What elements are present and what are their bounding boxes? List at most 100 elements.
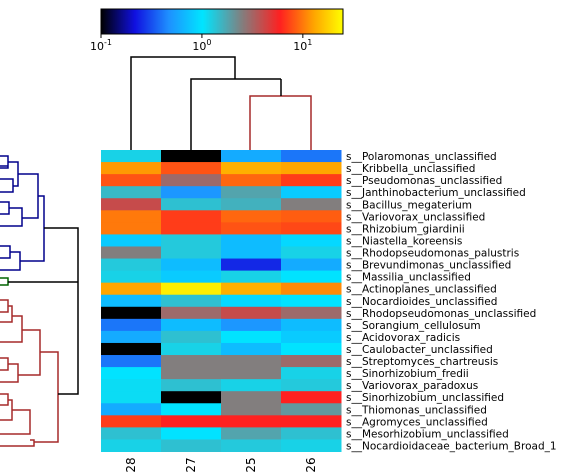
heatmap-cell (101, 391, 162, 404)
heatmap-cell (221, 415, 282, 428)
row-label: s__Sinorhizobium_unclassified (346, 392, 504, 404)
heatmap-cell (221, 427, 282, 440)
heatmap-cell (101, 342, 162, 356)
heatmap-cell (221, 355, 282, 368)
heatmap-cell (161, 258, 222, 272)
heatmap-cell (161, 306, 222, 320)
heatmap-cell (221, 318, 282, 332)
heatmap-cell (161, 391, 222, 404)
heatmap-cell (281, 427, 342, 440)
heatmap-cell (281, 355, 342, 368)
heatmap-cell (101, 403, 162, 416)
colorbar-ticks: 10-1 100 101 (90, 34, 312, 53)
heatmap-cell (281, 150, 342, 163)
row-label: s__Agromyces_unclassified (346, 416, 488, 428)
row-label: s__Niastella_koreensis (346, 235, 462, 247)
heatmap-cell (161, 355, 222, 368)
row-label: s__Acidovorax_radicis (346, 332, 460, 344)
row-label: s__Mesorhizobium_unclassified (346, 428, 509, 440)
heatmap-cell (281, 258, 342, 272)
heatmap-cell (281, 270, 342, 284)
heatmap-cell (161, 427, 222, 440)
heatmap-cell (281, 198, 342, 211)
row-label: s__Pseudomonas_unclassified (346, 175, 502, 187)
row-label: s__Rhodopseudomonas_palustris (346, 248, 519, 260)
heatmap-cell (161, 174, 222, 187)
heatmap-cell (101, 318, 162, 332)
heatmap-cell (221, 439, 282, 452)
column-label: 26 (304, 457, 318, 472)
heatmap-cell (281, 174, 342, 187)
heatmap-cell (281, 403, 342, 416)
row-label: s__Polaromonas_unclassified (346, 151, 497, 163)
row-label: s__Bacillus_megaterium (346, 199, 472, 211)
heatmap-cell (221, 222, 282, 235)
heatmap-cell (281, 391, 342, 404)
heatmap-cell (101, 439, 162, 452)
heatmap-cell (281, 162, 342, 175)
row-label: s__Kribbella_unclassified (346, 163, 475, 175)
heatmap-cell (161, 246, 222, 260)
heatmap-cell (161, 198, 222, 211)
row-dendro-blue (0, 155, 45, 271)
col-dendro-link-mid (190, 78, 281, 150)
row-label: s__Rhizobium_giardinii (346, 223, 465, 235)
row-label: s__Variovorax_unclassified (346, 211, 485, 223)
heatmap-cell (161, 210, 222, 223)
heatmap-cell (221, 234, 282, 247)
row-dendro-brown (0, 299, 59, 447)
heatmap-cell (161, 186, 222, 199)
heatmap-cell (221, 282, 282, 296)
column-dendrogram (130, 56, 312, 150)
heatmap-cell (221, 403, 282, 416)
heatmap-cell (101, 258, 162, 272)
colorbar: 10-1 100 101 (90, 8, 344, 53)
row-label: s__Rhodopseudomonas_unclassified (346, 308, 536, 320)
heatmap-cell (281, 318, 342, 332)
heatmap-cell (101, 427, 162, 440)
row-labels: s__Polaromonas_unclassifieds__Kribbella_… (346, 151, 557, 452)
row-dendro-root (8, 227, 79, 395)
heatmap-cell (281, 234, 342, 247)
row-label: s__Variovorax_paradoxus (346, 380, 478, 392)
row-label: s__Thiomonas_unclassified (346, 404, 487, 416)
colorbar-tick-exponent: -1 (104, 38, 112, 47)
heatmap-cell (281, 415, 342, 428)
row-label: s__Sorangium_cellulosum (346, 320, 481, 332)
heatmap-cell (281, 379, 342, 392)
heatmap-cell (161, 234, 222, 247)
heatmap-cell (281, 222, 342, 235)
heatmap-cell (161, 342, 222, 356)
column-labels: 28 27 25 26 (124, 457, 318, 472)
heatmap-cell (101, 306, 162, 320)
heatmap-cell (101, 367, 162, 380)
heatmap-cell (221, 162, 282, 175)
heatmap-cell (221, 150, 282, 163)
heatmap-cell (221, 306, 282, 320)
heatmap-cell (161, 403, 222, 416)
row-label: s__Caulobacter_unclassified (346, 344, 493, 356)
colorbar-gradient (100, 8, 344, 35)
heatmap-cell (101, 355, 162, 368)
heatmap-cell (101, 415, 162, 428)
heatmap-cell (101, 198, 162, 211)
heatmap-cells (101, 150, 342, 452)
row-label: s__Janthinobacterium_unclassified (346, 187, 526, 199)
heatmap-cell (281, 367, 342, 380)
colorbar-tick-exponent: 1 (307, 38, 312, 47)
heatmap-cell (221, 186, 282, 199)
heatmap-cell (221, 246, 282, 260)
heatmap-cell (101, 210, 162, 223)
row-dendrogram (0, 155, 79, 447)
heatmap-cell (281, 306, 342, 320)
row-label: s__Nocardioides_unclassified (346, 296, 497, 308)
heatmap-cell (221, 198, 282, 211)
col-dendro-link-pair (249, 95, 312, 150)
heatmap-cell (161, 330, 222, 344)
heatmap-cell (161, 282, 222, 296)
heatmap-cell (281, 246, 342, 260)
heatmap-cell (221, 367, 282, 380)
heatmap-cell (101, 162, 162, 175)
colorbar-tick-label: 10-1 (90, 38, 112, 53)
